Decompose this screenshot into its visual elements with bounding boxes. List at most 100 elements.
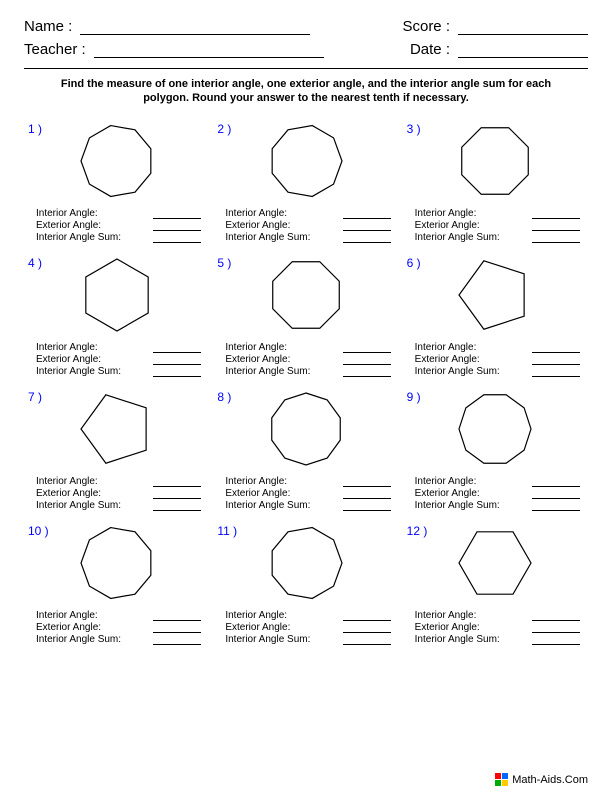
exterior-angle-row: Exterior Angle: [415, 488, 580, 499]
interior-angle-sum-blank[interactable] [153, 366, 201, 377]
interior-angle-label: Interior Angle: [225, 476, 287, 487]
interior-angle-blank[interactable] [343, 208, 391, 219]
interior-angle-sum-row: Interior Angle Sum: [415, 500, 580, 511]
problem-5: 5 ) Interior Angle:Exterior Angle:Interio… [213, 252, 398, 378]
interior-angle-row: Interior Angle: [36, 342, 201, 353]
interior-angle-sum-blank[interactable] [532, 232, 580, 243]
exterior-angle-row: Exterior Angle: [415, 622, 580, 633]
interior-angle-sum-blank[interactable] [532, 500, 580, 511]
interior-angle-blank[interactable] [153, 476, 201, 487]
problem-number: 11 ) [217, 524, 237, 538]
interior-angle-row: Interior Angle: [415, 476, 580, 487]
answer-block: Interior Angle:Exterior Angle:Interior A… [24, 204, 209, 243]
polygon-shape [403, 386, 588, 472]
exterior-angle-row: Exterior Angle: [36, 622, 201, 633]
exterior-angle-blank[interactable] [153, 220, 201, 231]
exterior-angle-label: Exterior Angle: [225, 220, 290, 231]
exterior-angle-blank[interactable] [532, 220, 580, 231]
interior-angle-label: Interior Angle: [415, 342, 477, 353]
interior-angle-sum-blank[interactable] [153, 232, 201, 243]
exterior-angle-blank[interactable] [532, 354, 580, 365]
exterior-angle-blank[interactable] [532, 488, 580, 499]
interior-angle-row: Interior Angle: [415, 610, 580, 621]
interior-angle-blank[interactable] [532, 610, 580, 621]
teacher-blank[interactable] [94, 42, 324, 58]
interior-angle-blank[interactable] [343, 342, 391, 353]
exterior-angle-label: Exterior Angle: [36, 220, 101, 231]
instructions: Find the measure of one interior angle, … [24, 77, 588, 106]
problem-number: 5 ) [217, 256, 231, 270]
interior-angle-label: Interior Angle: [415, 208, 477, 219]
interior-angle-row: Interior Angle: [225, 208, 390, 219]
problem-number: 6 ) [407, 256, 421, 270]
logo-sq-2 [502, 773, 508, 779]
name-blank[interactable] [80, 19, 310, 35]
exterior-angle-row: Exterior Angle: [36, 354, 201, 365]
interior-angle-blank[interactable] [153, 610, 201, 621]
exterior-angle-label: Exterior Angle: [36, 488, 101, 499]
interior-angle-blank[interactable] [532, 476, 580, 487]
exterior-angle-blank[interactable] [343, 220, 391, 231]
exterior-angle-blank[interactable] [153, 488, 201, 499]
logo-sq-4 [502, 780, 508, 786]
interior-angle-sum-row: Interior Angle Sum: [415, 232, 580, 243]
exterior-angle-blank[interactable] [532, 622, 580, 633]
exterior-angle-label: Exterior Angle: [225, 622, 290, 633]
interior-angle-sum-blank[interactable] [153, 500, 201, 511]
exterior-angle-blank[interactable] [343, 488, 391, 499]
interior-angle-sum-label: Interior Angle Sum: [415, 366, 500, 377]
interior-angle-sum-label: Interior Angle Sum: [225, 232, 310, 243]
interior-angle-sum-label: Interior Angle Sum: [36, 634, 121, 645]
exterior-angle-blank[interactable] [343, 354, 391, 365]
interior-angle-label: Interior Angle: [225, 342, 287, 353]
interior-angle-blank[interactable] [532, 342, 580, 353]
interior-angle-sum-row: Interior Angle Sum: [225, 366, 390, 377]
interior-angle-sum-blank[interactable] [343, 500, 391, 511]
interior-angle-sum-row: Interior Angle Sum: [36, 366, 201, 377]
interior-angle-blank[interactable] [343, 476, 391, 487]
interior-angle-sum-row: Interior Angle Sum: [225, 500, 390, 511]
exterior-angle-row: Exterior Angle: [225, 488, 390, 499]
interior-angle-sum-blank[interactable] [532, 366, 580, 377]
polygon-shape [24, 520, 209, 606]
problem-grid: 1 )Interior Angle:Exterior Angle:Interio… [24, 118, 588, 646]
interior-angle-sum-blank[interactable] [343, 232, 391, 243]
interior-angle-sum-blank[interactable] [343, 366, 391, 377]
teacher-field: Teacher : [24, 41, 324, 58]
exterior-angle-blank[interactable] [343, 622, 391, 633]
interior-angle-sum-blank[interactable] [153, 634, 201, 645]
date-label: Date : [410, 41, 450, 58]
date-field: Date : [410, 41, 588, 58]
interior-angle-row: Interior Angle: [415, 208, 580, 219]
answer-block: Interior Angle:Exterior Angle:Interior A… [213, 606, 398, 645]
exterior-angle-label: Exterior Angle: [415, 220, 480, 231]
footer: Math-Aids.Com [495, 773, 588, 786]
exterior-angle-row: Exterior Angle: [36, 488, 201, 499]
exterior-angle-row: Exterior Angle: [415, 220, 580, 231]
problem-8: 8 )Interior Angle:Exterior Angle:Interio… [213, 386, 398, 512]
interior-angle-sum-label: Interior Angle Sum: [415, 500, 500, 511]
interior-angle-blank[interactable] [532, 208, 580, 219]
interior-angle-blank[interactable] [153, 208, 201, 219]
problem-12: 12 )Interior Angle:Exterior Angle:Interi… [403, 520, 588, 646]
interior-angle-sum-row: Interior Angle Sum: [36, 634, 201, 645]
exterior-angle-blank[interactable] [153, 354, 201, 365]
header-row-1: Name : Score : [24, 18, 588, 35]
score-blank[interactable] [458, 19, 588, 35]
problem-2: 2 )Interior Angle:Exterior Angle:Interio… [213, 118, 398, 244]
interior-angle-sum-blank[interactable] [532, 634, 580, 645]
date-blank[interactable] [458, 42, 588, 58]
interior-angle-row: Interior Angle: [36, 610, 201, 621]
problem-number: 3 ) [407, 122, 421, 136]
score-label: Score : [402, 18, 450, 35]
polygon-shape [24, 118, 209, 204]
interior-angle-sum-label: Interior Angle Sum: [415, 634, 500, 645]
problem-11: 11 ) Interior Angle:Exterior Angle:Interi… [213, 520, 398, 646]
interior-angle-row: Interior Angle: [36, 208, 201, 219]
interior-angle-blank[interactable] [343, 610, 391, 621]
exterior-angle-blank[interactable] [153, 622, 201, 633]
problem-number: 1 ) [28, 122, 42, 136]
interior-angle-blank[interactable] [153, 342, 201, 353]
interior-angle-sum-blank[interactable] [343, 634, 391, 645]
exterior-angle-label: Exterior Angle: [225, 354, 290, 365]
